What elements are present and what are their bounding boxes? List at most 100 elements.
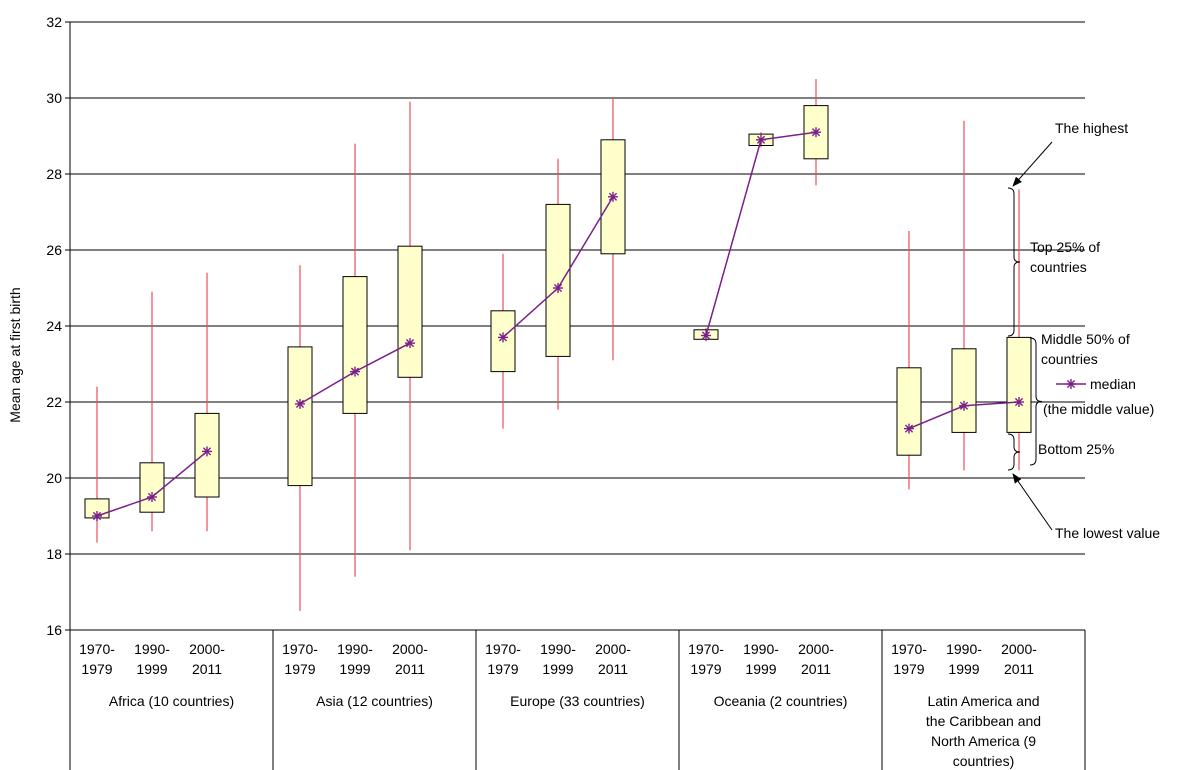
period-label: 1970- [282,641,318,657]
period-label: 2011 [598,661,628,677]
period-label: 1979 [690,661,721,677]
median-marker [608,191,618,202]
y-tick-label: 16 [46,622,62,638]
period-label: 1979 [81,661,112,677]
median-marker [350,366,360,377]
iqr-box [896,367,922,456]
y-tick-label: 26 [46,242,62,258]
median-marker-stroke [498,333,508,342]
bottom25-brace [1007,433,1021,471]
legend-middle50-line: Middle 50% of [1041,331,1130,347]
period-label: 2011 [801,661,831,677]
top25-brace [1007,187,1021,337]
median-marker [959,400,969,411]
median-marker-stroke [756,135,766,144]
period-label: 1999 [948,661,979,677]
legend-median-label: median [1090,376,1136,392]
median-marker-stroke [553,283,563,293]
median-marker [811,127,821,138]
middle50-brace [1029,337,1043,466]
period-label: 1999 [745,661,776,677]
median-marker [904,423,914,434]
median-marker [498,332,508,343]
iqr-box [342,276,368,414]
period-label: 1999 [542,661,573,677]
period-label: 2000- [798,641,834,657]
period-label: 1990- [743,641,779,657]
median-marker-stroke [1066,379,1076,389]
category-axis: 1970- 1979 1990- 1999 2000- 2011 Africa (10 co… [79,630,1086,770]
iqr-box [1006,336,1032,433]
gridlines [65,21,1085,770]
median-marker-stroke [701,331,711,340]
median-marker-stroke [959,401,969,410]
y-tick-label: 24 [46,318,62,334]
group-label: Oceania (2 countries) [714,693,848,709]
median-marker [295,398,305,409]
period-label: 1990- [946,641,982,657]
y-tick-label: 28 [46,166,62,182]
median-marker-stroke [92,511,102,521]
iqr-box [545,203,571,357]
period-label: 2000- [392,641,428,657]
legend-bottom25-label: Bottom 25% [1038,441,1114,457]
period-label: 1990- [134,641,170,657]
legend-median-note: (the middle value) [1043,401,1154,417]
group-label: countries) [953,753,1014,769]
median-marker [701,330,711,341]
period-label: 2011 [192,661,222,677]
legend-top25-line: countries [1030,259,1087,275]
annotation-legend: The highest Top 25% of countries Middle 50%… [1007,120,1160,541]
y-tick-label: 22 [46,394,62,410]
median-marker-stroke [295,399,305,408]
group-label: Latin America and [927,693,1039,709]
period-label: 2000- [1001,641,1037,657]
period-label: 1979 [284,661,315,677]
median-marker-stroke [904,424,914,433]
group-label: Africa (10 countries) [109,693,234,709]
period-label: 1970- [688,641,724,657]
median-marker-stroke [608,192,618,201]
period-label: 1990- [540,641,576,657]
median-marker-stroke [147,492,157,502]
group-label: Europe (33 countries) [510,693,645,709]
median-marker [202,446,212,457]
median-marker-stroke [405,339,415,348]
y-axis-title: Mean age at first birth [7,287,23,422]
y-axis-tick-labels: 16 18 20 22 24 26 28 30 32 [46,14,62,638]
y-tick-label: 30 [46,90,62,106]
period-label: 1990- [337,641,373,657]
period-label: 2000- [595,641,631,657]
period-label: 1999 [339,661,370,677]
legend-middle50-line: countries [1041,351,1098,367]
iqr-box [287,346,313,487]
median-marker-stroke [1014,397,1024,407]
median-marker [1014,397,1024,407]
group-label: Asia (12 countries) [316,693,433,709]
period-label: 2011 [395,661,425,677]
period-label: 2011 [1004,661,1034,677]
period-label: 1970- [79,641,115,657]
iqr-box [139,462,165,513]
median-marker [553,283,563,293]
period-label: 1979 [893,661,924,677]
period-label: 1970- [891,641,927,657]
median-marker [147,492,157,502]
legend-top25-line: Top 25% of [1030,239,1100,255]
legend-highest-label: The highest [1055,120,1128,136]
median-marker [405,338,415,349]
highest-arrow [1012,141,1053,187]
median-marker [1066,379,1076,389]
median-marker-stroke [202,447,212,456]
median-marker [756,134,766,145]
period-label: 1970- [485,641,521,657]
y-tick-label: 20 [46,470,62,486]
median-marker-stroke [350,367,360,376]
median-series [92,127,1024,521]
y-tick-label: 18 [46,546,62,562]
lowest-arrow [1012,473,1053,531]
iqr-box [951,348,977,433]
period-label: 1979 [487,661,518,677]
period-label: 1999 [136,661,167,677]
